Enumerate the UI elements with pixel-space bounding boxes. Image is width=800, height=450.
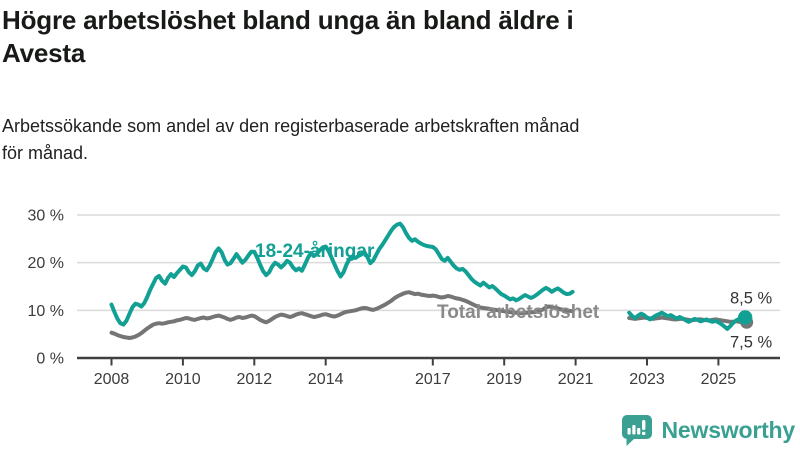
- page-title: Högre arbetslöshet bland unga än bland ä…: [2, 4, 732, 70]
- x-tick-label: 2008: [94, 371, 130, 388]
- chart-subtitle: Arbetssökande som andel av den registerb…: [2, 113, 792, 167]
- logo-bars-exclamation: [627, 420, 645, 435]
- end-dot-youth: [737, 310, 753, 325]
- x-tick-label: 2010: [165, 371, 201, 388]
- series-line-youth: [109, 221, 748, 331]
- series-label-youth: 18-24-åringar: [255, 241, 375, 262]
- x-tick-label: 2023: [629, 371, 665, 388]
- series-line-total: [109, 290, 748, 340]
- y-tick-label: 0 %: [36, 351, 64, 368]
- chart-subtitle-line-1: Arbetssökande som andel av den registerb…: [2, 116, 580, 136]
- x-tick-label: 2019: [486, 371, 522, 388]
- x-tick-label: 2014: [308, 371, 344, 388]
- chart-subtitle-line-2: för månad.: [2, 143, 89, 163]
- y-tick-label: 10 %: [28, 303, 64, 320]
- series-label-total: Total arbetslöshet: [437, 302, 600, 323]
- newsworthy-logo-icon: [621, 415, 652, 446]
- newsworthy-brand[interactable]: Newsworthy: [620, 413, 795, 447]
- x-tick-label: 2021: [558, 371, 594, 388]
- x-tick-label: 2025: [701, 371, 737, 388]
- x-tick-label: 2012: [237, 371, 273, 388]
- unemployment-line-chart: 0 % 10 % 20 % 30 % 2008 2010 2012 2014 2017 2019 2…: [28, 208, 780, 388]
- y-tick-label: 30 %: [28, 208, 64, 225]
- x-tick-label: 2017: [415, 371, 451, 388]
- brand-name: Newsworthy: [661, 416, 796, 443]
- logo-bubble-shape: [621, 415, 652, 446]
- end-value-label-total: 7,5 %: [730, 333, 773, 351]
- page-title-line-2: Avesta: [2, 38, 86, 68]
- page-title-line-1: Högre arbetslöshet bland unga än bland ä…: [2, 5, 574, 35]
- y-tick-label: 20 %: [28, 255, 64, 272]
- end-value-label-youth: 8,5 %: [730, 289, 773, 307]
